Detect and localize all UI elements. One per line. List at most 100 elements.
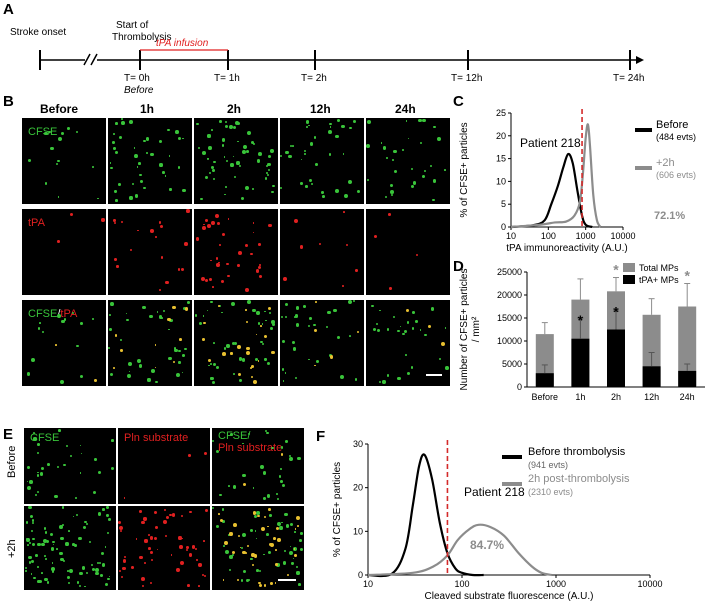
legend-swatch-tpa [623, 275, 635, 284]
particle [348, 300, 353, 305]
particle [244, 186, 249, 190]
particle [91, 318, 94, 321]
particle [215, 449, 220, 454]
particle [256, 511, 260, 515]
particle [257, 514, 260, 518]
particle [119, 339, 123, 342]
particle [246, 350, 251, 355]
particle [219, 119, 222, 123]
particle [118, 136, 122, 140]
tile-tpa-before: tPA [22, 209, 106, 295]
particle [74, 544, 77, 548]
particle [251, 553, 255, 557]
particle [99, 574, 103, 578]
particle [149, 536, 154, 541]
particle [80, 322, 83, 326]
col-label-pln-e: Pln substrate [124, 432, 189, 444]
particle [39, 322, 41, 324]
particle [158, 221, 162, 224]
particle [305, 120, 309, 124]
particle [268, 542, 272, 547]
tile-e-merge-before: CFSE/Pln substrate [212, 428, 304, 504]
particle [118, 520, 122, 524]
particle [172, 360, 175, 363]
particle [406, 321, 410, 324]
particle [237, 122, 241, 126]
particle [32, 521, 35, 524]
particle [150, 229, 155, 234]
particle [265, 430, 268, 433]
particle [264, 310, 267, 313]
particle [68, 530, 70, 532]
particle [34, 553, 38, 557]
particle [33, 437, 37, 441]
particle [254, 514, 258, 519]
particle [168, 328, 170, 331]
particle [271, 323, 275, 327]
particle [257, 243, 261, 247]
col-header-24h: 24h [395, 102, 416, 116]
particle [138, 555, 143, 560]
particle [213, 160, 216, 164]
particle [376, 328, 381, 333]
y-tick-label: 25000 [497, 267, 522, 277]
particle [63, 464, 66, 467]
particle [337, 335, 341, 339]
particle [349, 126, 352, 130]
x-tick-label: 24h [680, 392, 695, 402]
particle [225, 120, 228, 123]
annotation-percent: 72.1% [654, 210, 685, 222]
particle [133, 147, 136, 149]
particle [300, 245, 304, 249]
particle [110, 167, 113, 170]
particle [116, 265, 119, 268]
particle [44, 182, 48, 185]
particle [236, 161, 240, 165]
particle [263, 334, 267, 338]
particle [294, 553, 298, 557]
particle [288, 457, 293, 462]
particle [203, 540, 205, 542]
particle [109, 314, 112, 316]
particle [419, 142, 422, 145]
particle [262, 343, 265, 346]
particle [115, 199, 118, 202]
particle [280, 154, 283, 158]
particle [249, 529, 253, 533]
particle [156, 548, 159, 551]
particle [229, 125, 233, 129]
particle [397, 329, 400, 333]
particle [304, 153, 307, 156]
particle [291, 562, 294, 565]
particle [221, 279, 225, 283]
particle [95, 568, 100, 572]
particle [129, 196, 133, 200]
particle [236, 264, 240, 268]
particle [57, 466, 60, 469]
particle [259, 583, 263, 587]
particle [231, 341, 236, 346]
particle [415, 320, 419, 323]
particle [389, 184, 393, 188]
particle [181, 537, 183, 540]
particle [252, 563, 255, 566]
particle [215, 213, 220, 218]
particle [129, 120, 133, 124]
particle [277, 522, 281, 527]
annotation-percent: 84.7% [470, 538, 504, 552]
particle [224, 193, 227, 196]
x-tick-label: 10 [506, 231, 516, 241]
particle [246, 346, 250, 351]
start-of-label: Start of [116, 20, 149, 31]
t2-label: T= 2h [301, 73, 327, 84]
particle [232, 485, 237, 489]
particle [336, 119, 340, 123]
particle [165, 280, 169, 284]
particle [438, 357, 442, 361]
particle [108, 518, 111, 522]
bar-tpa-2h [607, 329, 625, 387]
particle [125, 312, 128, 315]
particle [267, 168, 270, 171]
tile-merge-12h [280, 300, 364, 386]
particle [423, 169, 426, 173]
